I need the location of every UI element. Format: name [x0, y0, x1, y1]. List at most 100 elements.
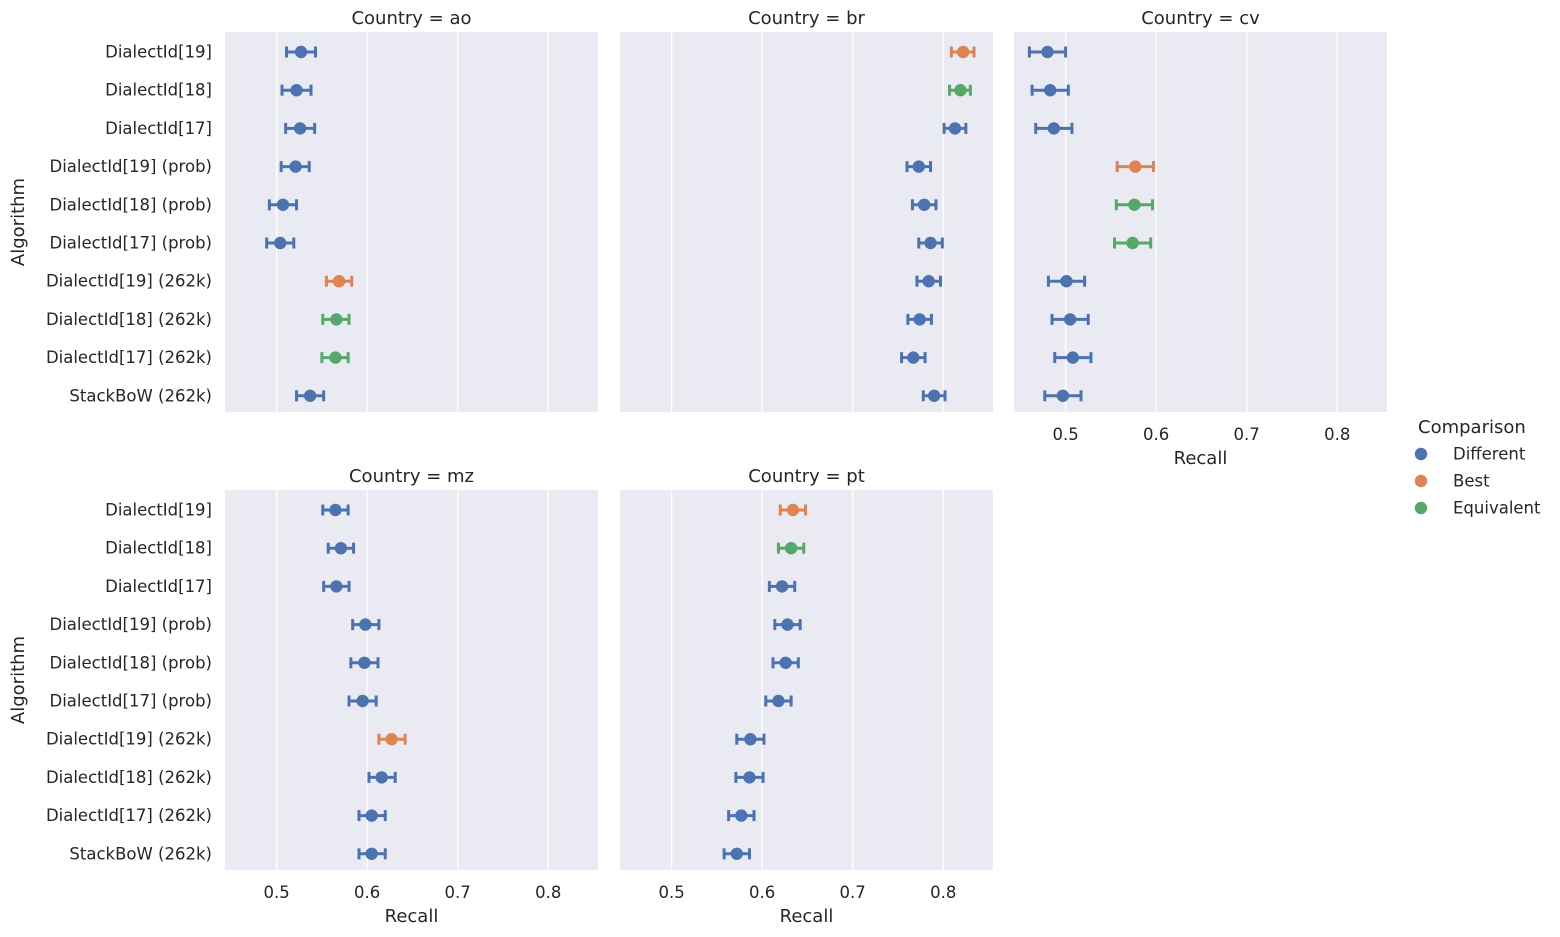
- mean-marker: [784, 542, 798, 555]
- legend-item-best: Best: [1414, 472, 1490, 491]
- data-point-pt-0: [778, 503, 808, 517]
- mean-marker: [334, 542, 348, 555]
- legend-title: Comparison: [1418, 417, 1526, 438]
- mean-marker: [365, 847, 378, 860]
- y-tick-label: DialectId[18]: [105, 81, 212, 100]
- mean-marker: [1128, 198, 1141, 211]
- data-point-mz-2: [322, 580, 351, 593]
- legend-label: Different: [1453, 445, 1526, 464]
- mean-marker: [274, 236, 287, 250]
- data-point-ao-1: [280, 84, 313, 97]
- y-tick-label: StackBoW (262k): [69, 844, 212, 863]
- facet-panel-ao: Country = ao DialectId[19] DialectId[18] Di…: [8, 8, 598, 412]
- x-tick-label: 0.7: [445, 883, 471, 902]
- data-point-br-9: [921, 389, 947, 402]
- y-tick-label: DialectId[18]: [105, 539, 212, 558]
- mean-marker: [927, 389, 941, 402]
- data-point-mz-9: [357, 847, 387, 860]
- mean-marker: [922, 275, 935, 288]
- mean-marker: [744, 733, 757, 746]
- facet-panel-mz: Country = mz DialectId[19] DialectId[18] Di…: [8, 466, 598, 927]
- y-tick-label: DialectId[17]: [105, 119, 212, 138]
- mean-marker: [735, 809, 748, 822]
- y-tick-label: DialectId[17] (262k): [46, 348, 212, 367]
- x-tick-label: 0.5: [658, 883, 684, 902]
- data-point-cv-0: [1027, 45, 1068, 59]
- legend-label: Equivalent: [1453, 499, 1541, 518]
- mean-marker: [1129, 160, 1142, 173]
- mean-marker: [375, 771, 388, 784]
- data-point-ao-4: [267, 198, 299, 211]
- x-axis-label: Recall: [1174, 448, 1228, 469]
- data-point-mz-6: [377, 733, 407, 746]
- x-tick-label: 0.7: [840, 883, 866, 902]
- mean-marker: [332, 275, 346, 288]
- x-tick-label: 0.5: [263, 883, 289, 902]
- mean-marker: [276, 198, 290, 211]
- mean-marker: [1044, 84, 1057, 97]
- x-tick-label: 0.8: [535, 883, 561, 902]
- data-point-mz-4: [349, 656, 380, 669]
- plot-background: [225, 32, 598, 412]
- data-point-pt-1: [776, 542, 806, 555]
- y-axis-label: Algorithm: [8, 636, 29, 724]
- data-point-cv-2: [1034, 122, 1074, 135]
- legend-item-different: Different: [1414, 445, 1526, 464]
- y-tick-label: DialectId[17]: [105, 577, 212, 596]
- facet-panels: Country = ao DialectId[19] DialectId[18] Di…: [8, 8, 1387, 927]
- data-point-cv-9: [1043, 389, 1083, 402]
- mean-marker: [1056, 389, 1070, 402]
- x-tick-label: 0.8: [1324, 425, 1350, 444]
- mean-marker: [781, 618, 794, 631]
- plot-background: [620, 32, 993, 412]
- x-tick-label: 0.7: [1234, 425, 1260, 444]
- legend-item-equivalent: Equivalent: [1414, 499, 1541, 518]
- mean-marker: [294, 45, 308, 59]
- data-point-br-7: [906, 313, 933, 326]
- y-tick-label: DialectId[19] (prob): [50, 157, 212, 176]
- y-tick-label: DialectId[19] (262k): [46, 730, 212, 749]
- panel-title: Country = ao: [351, 8, 471, 29]
- data-point-mz-0: [321, 503, 350, 517]
- mean-marker: [293, 122, 307, 135]
- mean-marker: [1041, 45, 1054, 59]
- mean-marker: [290, 84, 303, 97]
- data-point-ao-2: [284, 122, 317, 135]
- data-point-ao-6: [324, 275, 354, 288]
- data-point-ao-3: [279, 160, 311, 173]
- data-point-pt-9: [722, 847, 751, 860]
- mean-marker: [356, 694, 369, 708]
- data-point-ao-8: [320, 351, 350, 364]
- data-point-pt-5: [764, 694, 793, 708]
- x-tick-label: 0.6: [1143, 425, 1169, 444]
- legend-marker: [1414, 501, 1428, 515]
- mean-marker: [1063, 313, 1077, 326]
- y-tick-label: DialectId[18] (262k): [46, 310, 212, 329]
- mean-marker: [924, 236, 937, 250]
- data-point-ao-7: [321, 313, 351, 326]
- data-point-cv-5: [1112, 236, 1153, 250]
- mean-marker: [912, 160, 925, 173]
- mean-marker: [1060, 275, 1073, 288]
- mean-marker: [954, 84, 967, 97]
- data-point-ao-9: [295, 389, 326, 402]
- mean-marker: [1047, 122, 1061, 135]
- data-point-mz-1: [326, 542, 356, 555]
- mean-marker: [779, 656, 792, 669]
- plot-background: [620, 490, 993, 870]
- facet-panel-br: Country = br: [620, 8, 993, 412]
- data-point-br-3: [905, 160, 933, 173]
- data-point-mz-5: [347, 694, 378, 708]
- mean-marker: [917, 198, 931, 211]
- data-point-br-5: [917, 236, 944, 250]
- data-point-pt-6: [735, 733, 766, 746]
- mean-marker: [1126, 236, 1139, 250]
- mean-marker: [775, 580, 789, 593]
- data-point-ao-5: [265, 236, 296, 250]
- data-point-br-2: [942, 122, 968, 135]
- facet-panel-pt: Country = pt 0.5 0.6 0.7 0.8 Recall: [620, 466, 993, 927]
- mean-marker: [907, 351, 920, 364]
- x-tick-label: 0.6: [749, 883, 775, 902]
- data-point-pt-4: [771, 656, 800, 669]
- legend: Comparison Different Best Equivalent: [1414, 417, 1541, 518]
